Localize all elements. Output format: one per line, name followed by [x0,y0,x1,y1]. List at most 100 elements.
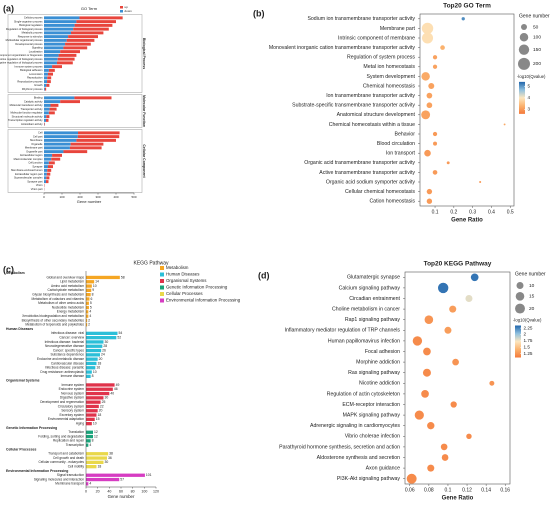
bar-segment [44,103,51,107]
y-tick-label: Choline metabolism in cancer [332,306,400,312]
category-label: Molecular transducer activity [10,103,44,107]
dot [432,131,438,137]
bar [86,314,89,318]
x-tick-label: 100 [141,489,147,493]
value-label: 57 [120,477,124,481]
legend-label: Genetic Information Processing [166,285,228,290]
group-header: Cellular Processes [6,447,36,451]
value-label: 36 [108,456,112,460]
bar-segment [44,80,48,84]
y-tick-label: Morphine addiction [356,359,400,365]
bar [86,477,120,482]
bar-segment [70,142,104,146]
bar-segment [44,172,47,176]
size-legend-label: 20 [529,306,535,312]
x-tick-label: 0.16 [500,487,510,493]
category-label: Nervous system [61,391,84,395]
bar [86,297,90,301]
bar [86,413,97,417]
category-label: Cancer: specific types [53,348,85,352]
bar-segment [44,135,78,139]
bar [86,400,101,404]
color-tick-label: 1.75 [524,338,533,343]
y-tick-label: Anatomical structure development [337,112,416,118]
dot [427,464,435,472]
category-label: Excretory system [60,413,85,417]
bar [86,293,91,297]
size-legend-dot [521,24,527,30]
category-label: Signaling molecules and interaction [34,477,84,481]
category-label: Cell part [33,134,43,138]
dot [452,358,459,366]
category-label: Carbohydrate metabolism [48,288,85,292]
legend-label: Metabolism [166,265,189,270]
bar [86,422,92,426]
color-tick-label: 2.25 [524,325,533,330]
y-tick-label: PI3K-Akt signaling pathway [337,476,401,482]
dot [465,294,473,303]
size-legend-label: 150 [533,47,541,53]
y-tick-label: Monovalent inorganic cation transmembran… [269,45,416,51]
bar-segment [44,20,77,24]
legend-label: Organismal Systems [166,278,207,283]
x-tick-label: 80 [131,489,135,493]
dot [479,180,482,184]
category-label: Xenobiotics biodegradation and metabolis… [22,314,84,318]
dot [424,149,431,157]
group-header: Environmental Information Processing [6,469,68,473]
plot-frame [419,13,515,207]
value-label: 20 [99,357,103,361]
bar-segment [48,68,55,72]
y-tick-label: Active transmembrane transporter activit… [319,170,415,176]
value-label: 26 [102,348,106,352]
y-tick-label: Intrinsic component of membrane [338,35,415,41]
size-legend-label: 100 [533,35,541,41]
value-label: 9 [92,288,94,292]
bar-segment [44,153,53,157]
x-tick-label: 0.2 [450,209,457,215]
dot [428,83,435,89]
dot [446,161,450,165]
x-tick-label: 0.5 [507,209,514,215]
bar-segment [44,68,49,72]
size-legend-label: 50 [533,24,539,30]
bar [86,357,98,361]
y-tick-label: Substrate-specific transmembrane transpo… [292,103,415,109]
x-tick-label: 0.08 [424,487,434,493]
y-tick-label: Membrane part [380,26,416,32]
chart-title: GO Term [81,6,98,11]
category-label: Cellular community - eukaryotes [38,460,84,464]
y-tick-label: Cation homeostasis [369,199,415,205]
value-label: 14 [95,280,99,284]
y-tick-label: Glutamatergic synapse [347,275,400,281]
panel-label: (a) [3,3,14,13]
y-tick-label: Ion transmembrane transporter activity [326,93,415,99]
bar [86,353,100,357]
value-label: 18 [98,361,102,365]
bar-segment [63,46,88,50]
legend-label: up [125,5,129,9]
bar-segment [60,50,80,54]
y-tick-label: Chemical homeostasis within a tissue [329,122,415,128]
x-tick-label: 60 [119,489,123,493]
legend-label: Human Diseases [166,272,200,277]
value-label: 2 [88,318,90,322]
bar-segment [44,131,79,135]
y-tick-label: System development [367,74,416,80]
legend-swatch [160,272,164,277]
y-tick-label: MAPK signaling pathway [343,412,401,418]
dot [470,273,479,282]
category-label: Sensory system [61,409,84,413]
group-label: Molecular Function [142,95,146,127]
bar-segment [49,107,57,111]
color-tick-label: 3 [528,107,531,112]
size-legend-label: 200 [533,61,541,67]
bar [86,288,92,292]
value-label: 46 [114,387,118,391]
bar-segment [46,172,51,176]
bar [86,434,93,439]
bar [86,430,93,434]
color-bar [519,81,525,114]
category-label: Global and overview maps [46,275,84,279]
